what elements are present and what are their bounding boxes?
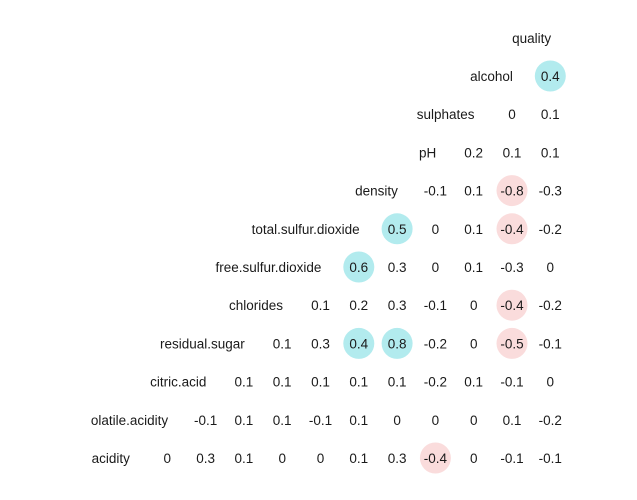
correlation-value: 0.4	[349, 336, 368, 351]
correlation-circle	[496, 289, 528, 321]
correlation-value: 0	[432, 260, 440, 275]
row-label: density	[355, 184, 398, 199]
correlation-value: 0.2	[464, 145, 483, 160]
correlation-circle	[496, 213, 528, 245]
correlation-value: 0.1	[349, 375, 368, 390]
correlation-value: 0	[470, 413, 478, 428]
correlation-value: -0.1	[500, 375, 523, 390]
row-label: quality	[512, 31, 551, 46]
correlation-circle	[534, 60, 566, 92]
correlation-value: 0	[317, 451, 325, 466]
row-label: citric.acid	[150, 375, 206, 390]
correlation-value: 0.1	[464, 222, 483, 237]
correlation-value: 0.1	[235, 413, 254, 428]
correlation-circle	[496, 175, 528, 207]
row-label: chlorides	[229, 298, 283, 313]
correlation-value: 0	[470, 336, 478, 351]
correlation-value: 0.1	[349, 413, 368, 428]
correlation-value: -0.8	[500, 184, 523, 199]
correlation-value: -0.3	[500, 260, 523, 275]
correlation-circle	[496, 327, 528, 359]
correlation-value: 0.6	[349, 260, 368, 275]
correlation-value: 0.1	[503, 413, 522, 428]
row-label: sulphates	[417, 107, 475, 122]
correlation-value: 0.1	[464, 375, 483, 390]
correlation-value: -0.3	[539, 184, 562, 199]
correlation-value: -0.1	[194, 413, 217, 428]
correlation-value: -0.1	[500, 451, 523, 466]
correlation-value: 0.1	[235, 451, 254, 466]
correlation-value: 0	[393, 413, 401, 428]
correlation-circle	[343, 251, 375, 283]
correlation-value: 0.2	[349, 298, 368, 313]
correlation-value: -0.2	[424, 336, 447, 351]
correlation-value: 0	[470, 298, 478, 313]
row-label: acidity	[92, 451, 131, 466]
row-label: alcohol	[470, 69, 513, 84]
correlation-value: 0	[164, 451, 172, 466]
row-label: pH	[419, 145, 436, 160]
correlation-value: 0.8	[388, 336, 407, 351]
correlation-value: 0	[547, 375, 555, 390]
correlation-value: 0.1	[464, 260, 483, 275]
correlation-value: 0.1	[541, 107, 560, 122]
correlation-circle	[381, 327, 413, 359]
correlation-value: 0.3	[196, 451, 215, 466]
correlation-value: 0.1	[388, 375, 407, 390]
correlation-value: 0	[508, 107, 516, 122]
correlation-value: 0	[470, 451, 478, 466]
correlation-value: 0.1	[464, 184, 483, 199]
correlation-value: -0.2	[539, 222, 562, 237]
correlation-value: -0.2	[539, 413, 562, 428]
row-label: free.sulfur.dioxide	[216, 260, 322, 275]
correlation-value: 0.1	[235, 375, 254, 390]
correlation-value: -0.1	[539, 336, 562, 351]
correlation-value: -0.1	[424, 184, 447, 199]
correlation-value: 0.3	[388, 260, 407, 275]
correlation-value: 0	[432, 413, 440, 428]
correlation-value: 0.1	[273, 375, 292, 390]
correlation-value: 0.1	[349, 451, 368, 466]
correlation-value: 0.3	[311, 336, 330, 351]
correlation-value: -0.4	[500, 222, 524, 237]
correlation-value: -0.2	[424, 375, 447, 390]
correlation-circle	[419, 442, 451, 474]
correlation-value: 0.3	[388, 451, 407, 466]
correlation-value: 0.1	[273, 336, 292, 351]
row-label: olatile.acidity	[91, 413, 169, 428]
correlation-value: -0.1	[309, 413, 332, 428]
correlation-value: 0.1	[311, 375, 330, 390]
correlation-value: 0.5	[388, 222, 407, 237]
correlation-value: -0.5	[500, 336, 523, 351]
correlation-value: 0.4	[541, 69, 560, 84]
correlation-value: 0.1	[503, 145, 522, 160]
correlation-value: -0.1	[539, 451, 562, 466]
correlation-value: -0.4	[424, 451, 448, 466]
correlation-value: 0	[432, 222, 440, 237]
correlation-value: 0.1	[273, 413, 292, 428]
correlation-value: 0.1	[541, 145, 560, 160]
row-label: residual.sugar	[160, 336, 245, 351]
correlation-value: 0	[278, 451, 286, 466]
correlation-value: -0.1	[424, 298, 447, 313]
correlation-value: -0.2	[539, 298, 562, 313]
correlation-value: -0.4	[500, 298, 524, 313]
correlation-value: 0.3	[388, 298, 407, 313]
correlation-value: 0.1	[311, 298, 330, 313]
row-label: total.sulfur.dioxide	[252, 222, 360, 237]
correlation-circle	[381, 213, 413, 245]
correlation-circle	[343, 327, 375, 359]
correlation-value: 0	[547, 260, 555, 275]
